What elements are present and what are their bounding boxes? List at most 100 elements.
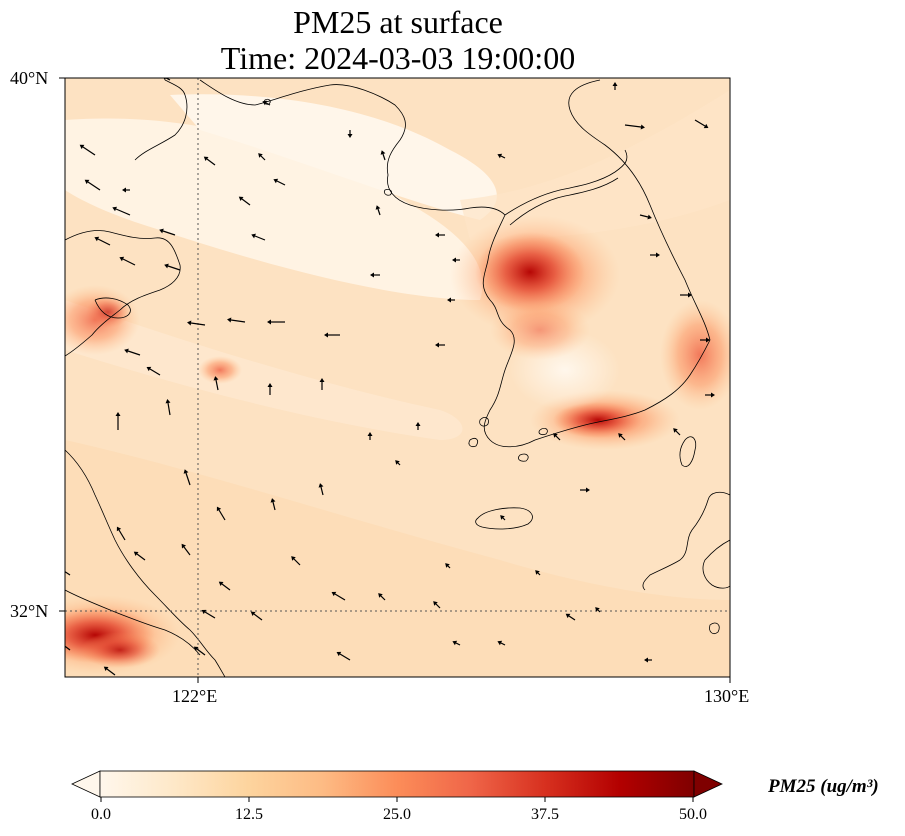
wind-vector — [65, 570, 71, 576]
wind-vector-head — [500, 515, 505, 520]
wind-vector-head — [618, 433, 623, 438]
wind-vector — [675, 430, 681, 436]
wind-vector-head — [181, 543, 186, 549]
wind-vector — [190, 322, 206, 326]
wind-vector-head — [553, 433, 558, 438]
wind-vector-head — [227, 317, 232, 323]
wind-vector — [568, 615, 576, 621]
wind-vector — [215, 379, 219, 391]
wind-vector-head — [318, 483, 324, 488]
wind-vector-head — [452, 640, 458, 646]
wind-vector — [293, 558, 301, 566]
wind-vector — [206, 158, 216, 166]
wind-vector-head — [347, 134, 353, 138]
wind-vector — [196, 648, 206, 656]
wind-vector — [397, 462, 401, 466]
wind-vector-head — [94, 236, 100, 242]
wind-vector-head — [267, 383, 273, 387]
wind-vector-head — [103, 666, 109, 671]
colorbar-tick: 25.0 — [383, 806, 411, 823]
wind-vector — [167, 265, 181, 271]
wind-vector — [65, 645, 71, 651]
pm25-field — [59, 78, 730, 677]
wind-vector-head — [262, 100, 268, 106]
wind-vector-head — [238, 196, 244, 201]
wind-vector — [162, 230, 176, 236]
wind-vector-head — [79, 144, 85, 150]
colorbar — [71, 770, 723, 802]
wind-vector — [106, 668, 116, 676]
wind-vector-head — [644, 657, 648, 663]
map-frame — [64, 77, 731, 678]
wind-vector — [122, 258, 136, 266]
wind-vector-head — [445, 563, 450, 568]
wind-vector — [230, 319, 246, 323]
wind-vector — [502, 517, 506, 521]
lon-label-right: 130°E — [704, 686, 750, 706]
wind-vector — [624, 124, 642, 128]
wind-vector-head — [119, 256, 125, 262]
map-title-line2: Time: 2024-03-03 19:00:00 — [220, 40, 576, 76]
wind-vector-head — [586, 487, 590, 493]
wind-vector-head — [146, 366, 152, 372]
wind-vector-head — [711, 392, 715, 398]
wind-vector — [639, 214, 649, 218]
wind-vector-head — [267, 319, 271, 325]
wind-vector — [694, 119, 706, 127]
wind-vector — [221, 583, 231, 591]
wind-vector-head — [331, 591, 337, 597]
wind-vector-head — [367, 432, 373, 436]
wind-vector-head — [250, 611, 256, 616]
wind-vector-head — [187, 320, 192, 326]
wind-vector-head — [433, 601, 438, 606]
wind-vector-head — [115, 412, 121, 416]
wind-vector-head — [203, 156, 209, 161]
wind-vector-head — [163, 78, 166, 81]
wind-vector-head — [435, 342, 439, 348]
wind-vector-head — [497, 153, 503, 159]
wind-vector-head — [378, 593, 383, 598]
wind-vector — [218, 509, 226, 521]
wind-vectors — [59, 78, 715, 676]
wind-vector-head — [59, 642, 64, 646]
colorbar-label: PM25 (ug/m³) — [768, 776, 879, 797]
wind-vector-head — [116, 526, 122, 532]
wind-vector-head — [251, 233, 256, 239]
colorbar-tick: 12.5 — [235, 806, 263, 823]
wind-vector-head — [193, 646, 199, 651]
wind-vector — [204, 611, 216, 619]
wind-vector-head — [124, 348, 129, 354]
wind-vector — [115, 208, 131, 216]
wind-vector-head — [112, 206, 117, 212]
wind-vector — [380, 595, 386, 601]
wind-vector-head — [164, 263, 169, 269]
wind-vector — [537, 572, 541, 576]
wind-vector — [500, 155, 506, 159]
wind-vector — [241, 198, 251, 206]
wind-vector — [455, 642, 461, 646]
wind-vector-head — [291, 556, 296, 561]
wind-vector — [260, 155, 266, 161]
wind-vector — [97, 238, 111, 246]
wind-vector-head — [595, 607, 600, 612]
wind-vector — [167, 402, 171, 416]
wind-vector-head — [270, 498, 276, 503]
lat-label-bottom: 32°N — [10, 601, 49, 621]
wind-vector — [555, 435, 561, 441]
wind-vector — [334, 593, 346, 601]
wind-vector — [253, 613, 263, 621]
wind-vector — [118, 529, 126, 541]
wind-vector — [183, 546, 191, 556]
wind-vector-head — [218, 581, 224, 586]
wind-vector — [320, 486, 324, 496]
wind-vector — [149, 368, 161, 376]
wind-vector-head — [395, 460, 400, 465]
map-title-line1: PM25 at surface — [293, 4, 503, 40]
wind-vector — [339, 653, 351, 661]
wind-vector-head — [640, 124, 645, 130]
wind-vector — [265, 102, 271, 106]
wind-vector-head — [535, 570, 540, 575]
wind-vector — [382, 153, 386, 161]
wind-vector-head — [673, 428, 678, 433]
wind-vector — [435, 603, 441, 609]
